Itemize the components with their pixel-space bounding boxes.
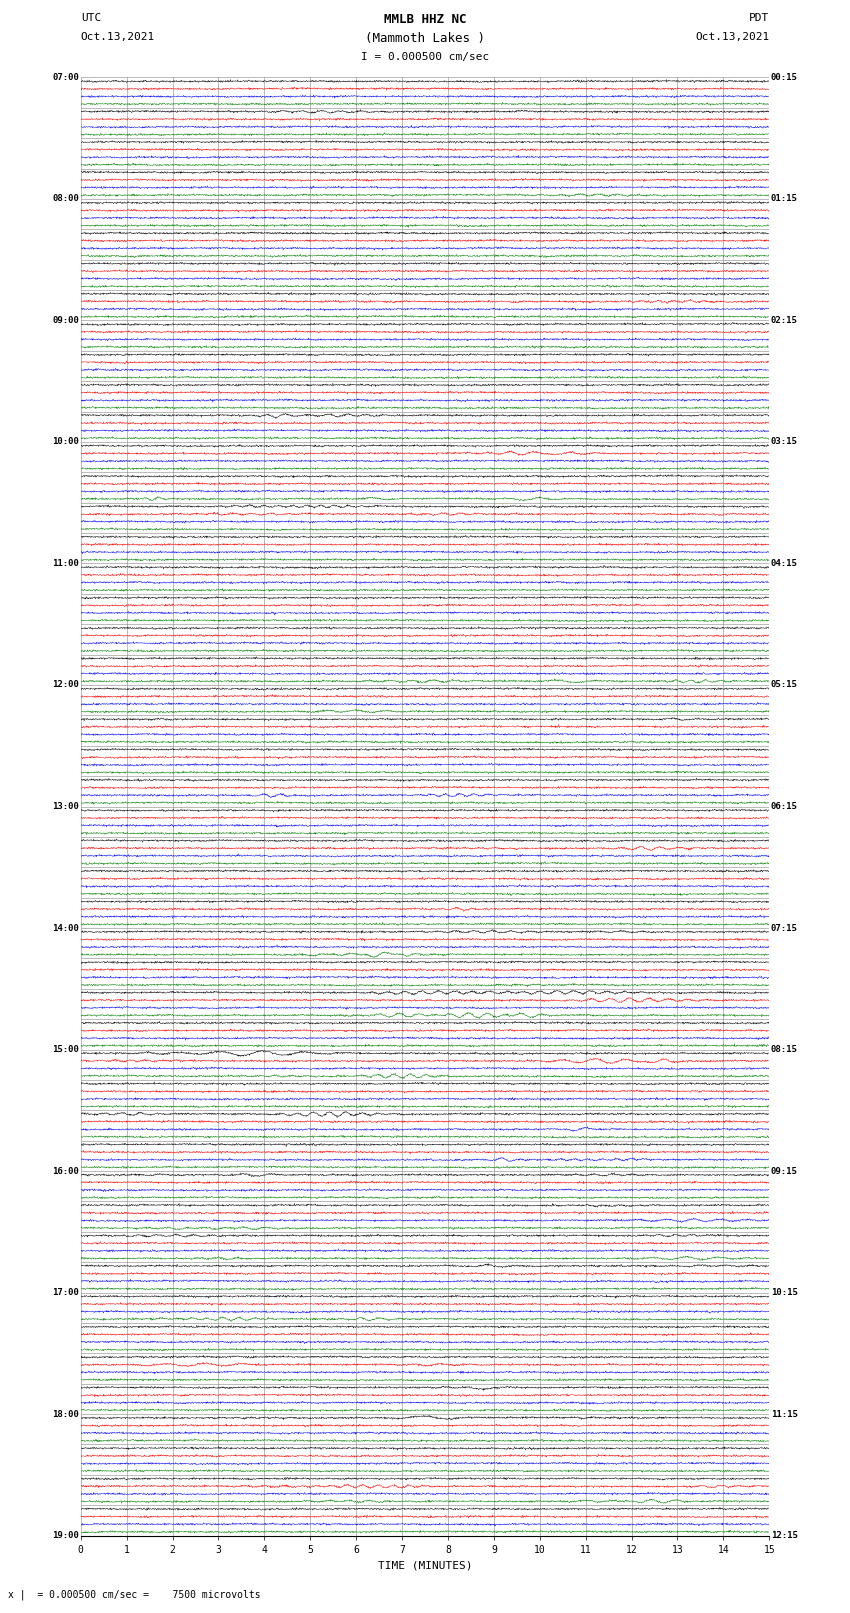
Text: 08:00: 08:00 [52, 195, 79, 203]
Text: 10:15: 10:15 [771, 1289, 798, 1297]
Text: 16:00: 16:00 [52, 1166, 79, 1176]
Text: 10:00: 10:00 [52, 437, 79, 447]
Text: 04:15: 04:15 [771, 560, 798, 568]
Text: 12:15: 12:15 [771, 1531, 798, 1540]
Text: MMLB HHZ NC: MMLB HHZ NC [383, 13, 467, 26]
Text: 18:00: 18:00 [52, 1410, 79, 1418]
Text: (Mammoth Lakes ): (Mammoth Lakes ) [365, 32, 485, 45]
Text: 12:00: 12:00 [52, 681, 79, 689]
Text: 14:00: 14:00 [52, 924, 79, 932]
Text: 06:15: 06:15 [771, 802, 798, 811]
Text: 08:15: 08:15 [771, 1045, 798, 1053]
Text: 11:15: 11:15 [771, 1410, 798, 1418]
Text: PDT: PDT [749, 13, 769, 23]
Text: Oct.13,2021: Oct.13,2021 [695, 32, 769, 42]
Text: 09:00: 09:00 [52, 316, 79, 324]
Text: 15:00: 15:00 [52, 1045, 79, 1053]
Text: I = 0.000500 cm/sec: I = 0.000500 cm/sec [361, 52, 489, 61]
Text: 05:15: 05:15 [771, 681, 798, 689]
Text: 17:00: 17:00 [52, 1289, 79, 1297]
Text: 11:00: 11:00 [52, 560, 79, 568]
Text: UTC: UTC [81, 13, 101, 23]
Text: 07:15: 07:15 [771, 924, 798, 932]
Text: Oct.13,2021: Oct.13,2021 [81, 32, 155, 42]
Text: 07:00: 07:00 [52, 73, 79, 82]
X-axis label: TIME (MINUTES): TIME (MINUTES) [377, 1560, 473, 1569]
Text: 01:15: 01:15 [771, 195, 798, 203]
Text: 13:00: 13:00 [52, 802, 79, 811]
Text: 00:15: 00:15 [771, 73, 798, 82]
Text: x |  = 0.000500 cm/sec =    7500 microvolts: x | = 0.000500 cm/sec = 7500 microvolts [8, 1589, 261, 1600]
Text: 03:15: 03:15 [771, 437, 798, 447]
Text: 09:15: 09:15 [771, 1166, 798, 1176]
Text: 02:15: 02:15 [771, 316, 798, 324]
Text: 19:00: 19:00 [52, 1531, 79, 1540]
